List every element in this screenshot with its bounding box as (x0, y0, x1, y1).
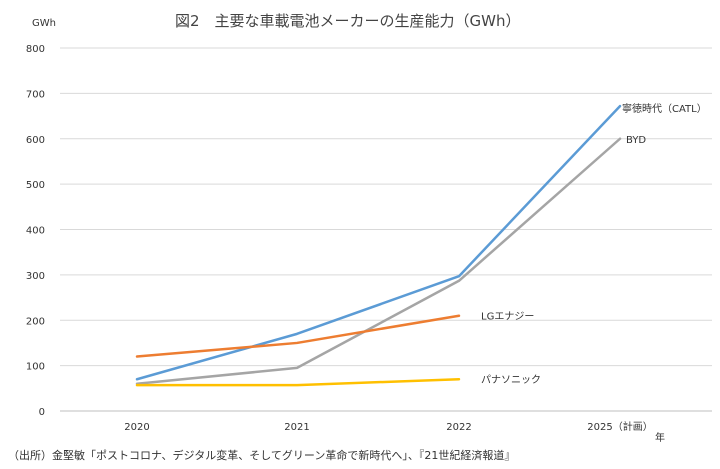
y-tick-label: 600 (26, 135, 45, 146)
x-axis-unit: 年 (655, 431, 665, 444)
y-tick-label: 500 (26, 180, 45, 191)
series-label: BYD (626, 135, 646, 146)
series-label: 寧徳時代（CATL） (622, 102, 707, 115)
source-note: （出所）金堅敏「ポストコロナ、デジタル変革、そしてグリーン革命で新時代へ」、『2… (8, 448, 515, 462)
x-axis-ticks: 2020 2021 2022 2025（計画） (124, 420, 652, 433)
y-tick-label: 0 (39, 407, 45, 418)
x-tick-label: 2020 (124, 422, 149, 433)
y-tick-label: 200 (26, 316, 45, 327)
x-tick-label: 2022 (446, 422, 471, 433)
series-line-0 (135, 104, 622, 381)
y-tick-label: 300 (26, 271, 45, 282)
chart-title: 図2 主要な車載電池メーカーの生産能力（GWh） (175, 12, 521, 30)
y-tick-label: 100 (26, 362, 45, 373)
series-line-1 (135, 137, 622, 386)
y-axis-unit: GWh (32, 18, 56, 29)
series-line-3 (135, 377, 461, 387)
series-line-2 (135, 314, 461, 358)
x-tick-label: 2025（計画） (587, 420, 652, 433)
y-tick-label: 700 (26, 89, 45, 100)
x-tick-label: 2021 (284, 422, 309, 433)
y-axis-ticks: 0 100 200 300 400 500 600 700 800 (26, 44, 45, 418)
y-tick-label: 400 (26, 226, 45, 237)
gridlines (60, 47, 712, 412)
series-label: LGエナジー (481, 311, 534, 323)
series-label: パナソニック (481, 374, 541, 386)
y-tick-label: 800 (26, 44, 45, 55)
series-lines (135, 104, 622, 387)
